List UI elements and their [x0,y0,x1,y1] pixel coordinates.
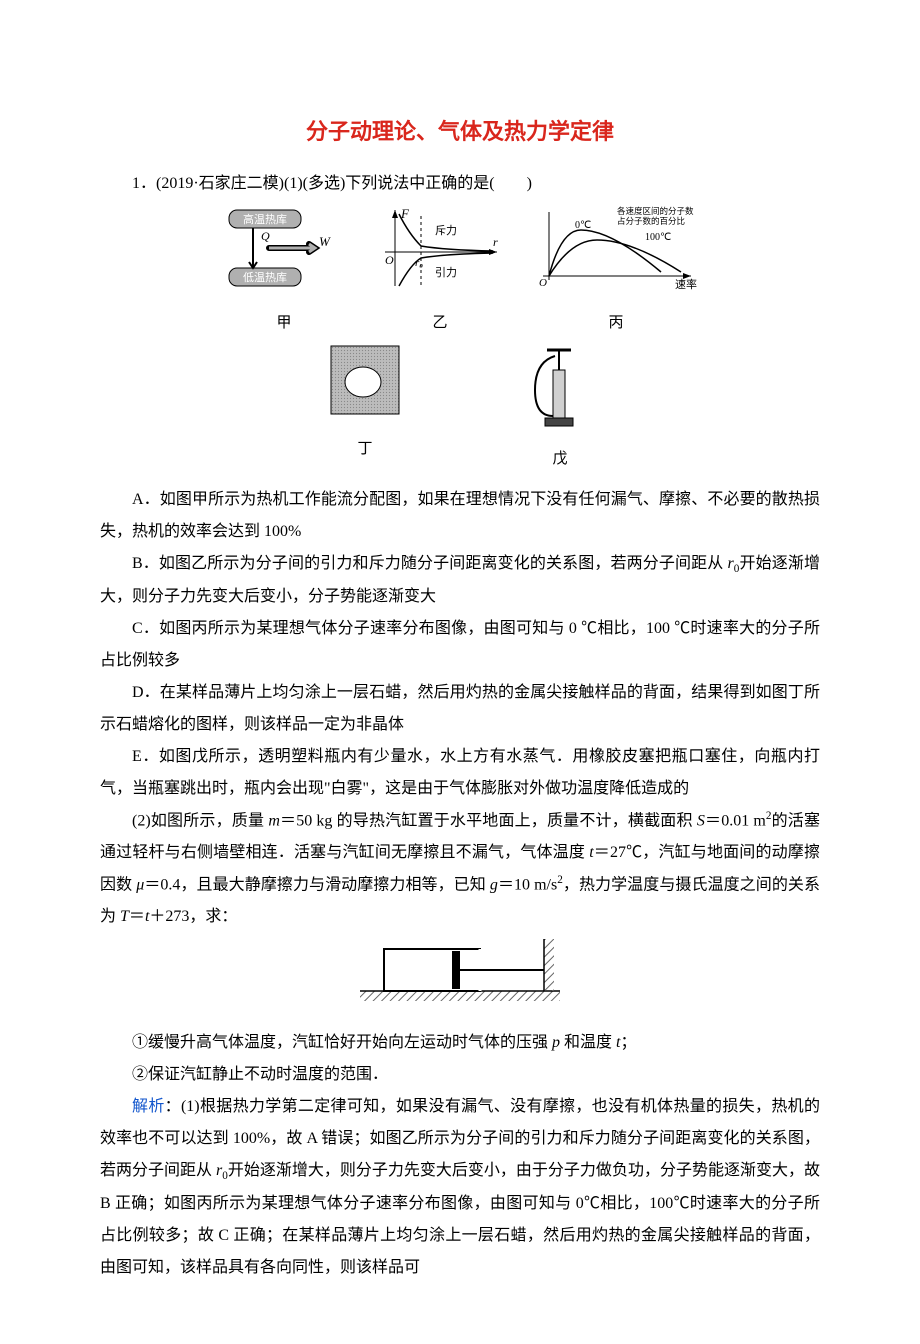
option-a: A．如图甲所示为热机工作能流分配图，如果在理想情况下没有任何漏气、摩擦、不必要的… [100,484,820,548]
p2-t1: (2)如图所示，质量 [132,812,268,829]
fig-yi-repel: 斥力 [435,224,457,237]
figure-row-2: 丁 戊 [100,340,820,474]
p2-t9: ＝ [129,908,145,925]
fig-yi-attract: 引力 [435,265,457,279]
fig-bing-0c: 0℃ [575,220,591,231]
figure-row-1: 高温热库 低温热库 Q W 甲 F r O r₀ [100,206,820,338]
fig-bing-O: O [539,277,547,289]
option-b-text-1: B．如图乙所示为分子间的引力和斥力随分子间距离变化的关系图，若两分子间距从 [132,555,728,572]
ask-2: ②保证汽缸静止不动时温度的范围． [100,1059,820,1091]
p2-t7: ＝10 m/s [498,876,557,893]
p2-t2: ＝50 kg 的导热汽缸置于水平地面上，质量不计，横截面积 [280,812,697,829]
fig-bing-100c: 100℃ [645,232,671,243]
ans-t2: 开始逐渐增大，则分子力先变大后变小，由于分子力做负功，分子势能逐渐变大，故 B … [100,1162,820,1276]
ask1-p: p [552,1034,560,1051]
p2-T: T [120,908,129,925]
answer-label: 解析 [132,1098,165,1115]
p2-g: g [490,876,498,893]
fig-jia-top-label: 高温热库 [243,212,287,226]
fig-yi-r: r [493,235,498,249]
fig-jia-w: W [319,234,331,249]
fig-bing-label: 丙 [531,308,701,338]
question-stem: 1．(2019·石家庄二模)(1)(多选)下列说法中正确的是( ) [100,168,820,200]
option-d: D．在某样品薄片上均匀涂上一层石蜡，然后用灼热的金属尖接触样品的背面，结果得到如… [100,677,820,741]
fig-bing-ylabel2: 占分子数的百分比 [617,216,685,226]
p2-S: S [697,812,705,829]
ask-1: ①缓慢升高气体温度，汽缸恰好开始向左运动时气体的压强 p 和温度 t； [100,1027,820,1059]
p2-t10: ＋273，求： [149,908,237,925]
fig-wu-label: 戊 [525,444,595,474]
option-e: E．如图戊所示，透明塑料瓶内有少量水，水上方有水蒸气．用橡胶皮塞把瓶口塞住，向瓶… [100,741,820,805]
ask1-t1: ①缓慢升高气体温度，汽缸恰好开始向左运动时气体的压强 [132,1034,552,1051]
fig-cylinder [100,937,820,1019]
fig-ding: 丁 [325,340,405,464]
fig-jia: 高温热库 低温热库 Q W 甲 [219,206,349,338]
ask1-t2: 和温度 [560,1034,616,1051]
option-c: C．如图丙所示为某理想气体分子速率分布图像，由图可知与 0 ℃相比，100 ℃时… [100,613,820,677]
answer: 解析：(1)根据热力学第二定律可知，如果没有漏气、没有摩擦，也没有机体热量的损失… [100,1091,820,1284]
option-b: B．如图乙所示为分子间的引力和斥力随分子间距离变化的关系图，若两分子间距从 r0… [100,548,820,613]
ask1-t3: ； [620,1034,636,1051]
fig-bing-xlabel: 速率 [675,277,697,291]
fig-yi-O: O [385,253,394,267]
fig-bing: 各速度区间的分子数 占分子数的百分比 速率 O 0℃ 100℃ 丙 [531,206,701,338]
part2: (2)如图所示，质量 m＝50 kg 的导热汽缸置于水平地面上，质量不计，横截面… [100,805,820,934]
fig-ding-label: 丁 [325,434,405,464]
fig-jia-bot-label: 低温热库 [243,271,287,284]
fig-yi: F r O r₀ 斥力 引力 乙 [375,206,505,338]
fig-jia-label: 甲 [219,308,349,338]
fig-wu: 戊 [525,340,595,474]
p2-t3: ＝0.01 m [705,812,766,829]
page-title: 分子动理论、气体及热力学定律 [100,110,820,154]
fig-yi-label: 乙 [375,308,505,338]
fig-jia-q: Q [261,229,270,243]
p2-t6: ＝0.4，且最大静摩擦力与滑动摩擦力相等，已知 [144,876,490,893]
fig-bing-ylabel1: 各速度区间的分子数 [617,206,694,216]
p2-m: m [268,812,280,829]
